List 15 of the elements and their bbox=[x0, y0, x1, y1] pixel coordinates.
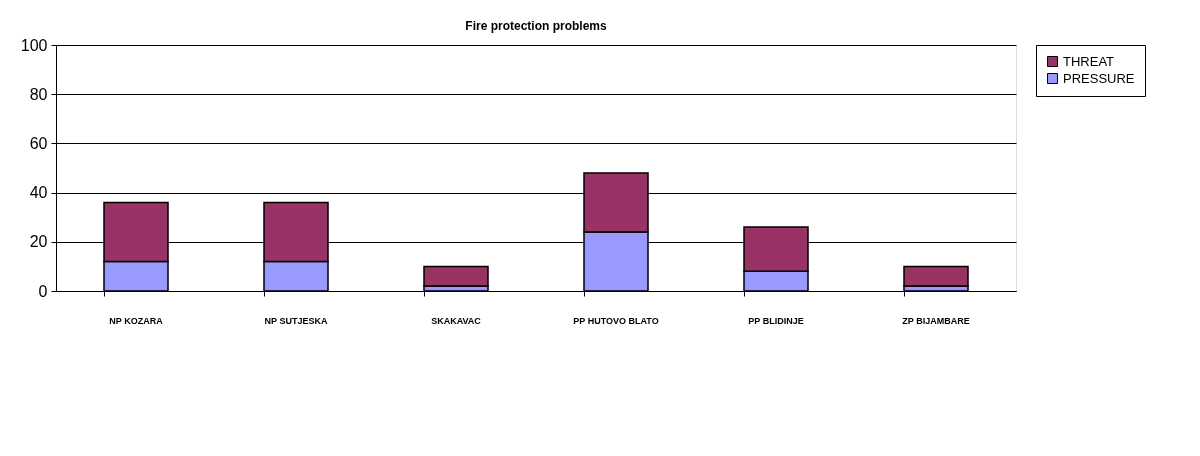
y-tick-label: 60 bbox=[29, 134, 48, 152]
x-tick-label: SKAKAVAC bbox=[431, 315, 482, 326]
y-tick-label: 100 bbox=[20, 36, 48, 54]
x-tick-label: PP BLIDINJE bbox=[748, 315, 804, 326]
y-tick-label: 80 bbox=[29, 85, 48, 103]
legend-label: PRESSURE bbox=[1063, 70, 1135, 86]
x-tick-label: PP HUTOVO BLATO bbox=[573, 315, 659, 326]
y-tick-label: 0 bbox=[38, 282, 48, 300]
y-tick-label: 20 bbox=[29, 233, 48, 251]
chart-title: Fire protection problems bbox=[465, 19, 607, 33]
y-tick-label: 40 bbox=[29, 184, 48, 202]
x-tick-label: ZP BIJAMBARE bbox=[902, 315, 970, 326]
x-tick-label: NP SUTJESKA bbox=[264, 315, 328, 326]
x-tick-label: NP KOZARA bbox=[109, 315, 164, 326]
legend-label: THREAT bbox=[1063, 53, 1115, 69]
